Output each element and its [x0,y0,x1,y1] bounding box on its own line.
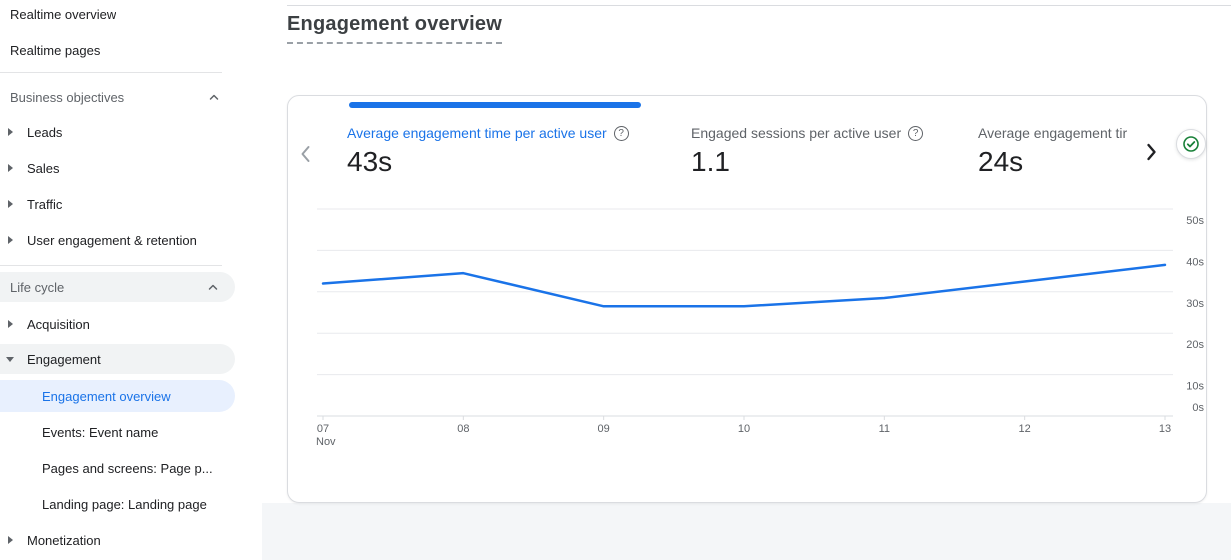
sidebar-item-label: Engagement overview [42,388,171,404]
sidebar-item-label: Leads [27,124,63,140]
x-axis-tick-label: 08 [457,423,469,435]
sidebar-item-label: Monetization [27,532,101,548]
help-icon[interactable] [613,125,629,141]
sidebar-divider [0,265,222,266]
y-axis-tick-label: 40s [1186,256,1204,268]
sidebar-section-business-objectives[interactable]: Business objectives [0,83,236,111]
chevron-up-icon [208,284,218,290]
metric-tab-avg-engagement-time-per-active-user[interactable]: Average engagement time per active user … [347,124,629,178]
sidebar-item-engagement[interactable]: Engagement [0,344,235,374]
engagement-time-series-line [321,263,1167,308]
carousel-previous-button[interactable] [294,142,318,166]
x-axis-tick-label: 12 [1019,423,1031,435]
sidebar-item-traffic[interactable]: Traffic [0,190,236,218]
triangle-right-icon [8,536,13,544]
y-axis-tick-label: 20s [1186,339,1204,351]
section-header-label: Business objectives [10,89,125,105]
x-axis-tick-label: 13 [1159,423,1171,435]
help-icon[interactable] [908,125,924,141]
chevron-up-icon [209,94,219,100]
page-title: Engagement overview [287,13,502,44]
y-axis-tick-label: 0s [1192,402,1204,414]
engagement-summary-card: Average engagement time per active user … [287,95,1207,503]
chevron-left-icon [301,146,310,162]
triangle-right-icon [8,164,13,172]
sidebar-item-realtime-overview[interactable]: Realtime overview [0,0,236,28]
sidebar-item-acquisition[interactable]: Acquisition [0,310,236,338]
sidebar-item-leads[interactable]: Leads [0,118,236,146]
sidebar-item-label: Pages and screens: Page p... [42,460,213,476]
x-axis-month-label: Nov [316,436,336,448]
sidebar-item-label: Traffic [27,196,63,212]
x-axis-tick-label: 11 [879,423,890,435]
data-quality-button[interactable] [1176,129,1206,159]
sidebar-item-label: Engagement [27,351,101,367]
sidebar-item-events-event-name[interactable]: Events: Event name [0,418,236,446]
metric-label: Average engagement tir [978,125,1128,141]
report-navigation-sidebar: Realtime overview Realtime pages Busines… [0,0,236,560]
x-axis-tick-label: 09 [598,423,610,435]
sidebar-item-pages-and-screens[interactable]: Pages and screens: Page p... [0,454,236,482]
sidebar-section-life-cycle[interactable]: Life cycle [0,272,235,302]
triangle-right-icon [8,200,13,208]
metric-value: 43s [347,146,393,177]
triangle-right-icon [8,320,13,328]
sidebar-item-label: Landing page: Landing page [42,496,207,512]
metric-label: Engaged sessions per active user [691,125,902,141]
sidebar-item-label: User engagement & retention [27,232,197,248]
metric-value: 1.1 [691,146,730,177]
triangle-down-icon [6,356,14,362]
content-background-strip [262,503,1231,560]
sidebar-item-label: Realtime overview [10,6,117,22]
y-axis-tick-label: 30s [1186,298,1204,310]
content-top-divider [287,5,1231,6]
y-axis-tick-label: 10s [1186,381,1204,393]
sidebar-item-landing-page[interactable]: Landing page: Landing page [0,490,236,518]
x-axis-tick-label: 10 [738,423,750,435]
metric-tab-engaged-sessions-per-active-user[interactable]: Engaged sessions per active user 1.1 [691,124,924,178]
section-header-label: Life cycle [10,279,65,295]
carousel-next-button[interactable] [1139,140,1163,164]
triangle-right-icon [8,236,13,244]
check-circle-icon [1183,136,1199,152]
metric-value: 24s [978,146,1024,177]
sidebar-item-realtime-pages[interactable]: Realtime pages [0,36,236,64]
sidebar-item-label: Acquisition [27,316,90,332]
metric-carousel-scroll-indicator [349,102,641,108]
sidebar-item-sales[interactable]: Sales [0,154,236,182]
sidebar-item-label: Sales [27,160,60,176]
triangle-right-icon [8,128,13,136]
sidebar-item-engagement-overview[interactable]: Engagement overview [0,380,235,412]
sidebar-item-label: Realtime pages [10,42,101,58]
sidebar-item-user-engagement-retention[interactable]: User engagement & retention [0,226,236,254]
y-axis-tick-label: 50s [1186,215,1204,227]
sidebar-item-monetization[interactable]: Monetization [0,526,236,554]
chevron-right-icon [1147,143,1156,161]
metric-tab-avg-engagement-time-truncated[interactable]: Average engagement tir 24s [978,124,1138,178]
metric-label: Average engagement time per active user [347,125,607,141]
sidebar-divider [0,72,222,73]
x-axis-tick-label: 07 [317,423,329,435]
sidebar-item-label: Events: Event name [42,424,159,440]
